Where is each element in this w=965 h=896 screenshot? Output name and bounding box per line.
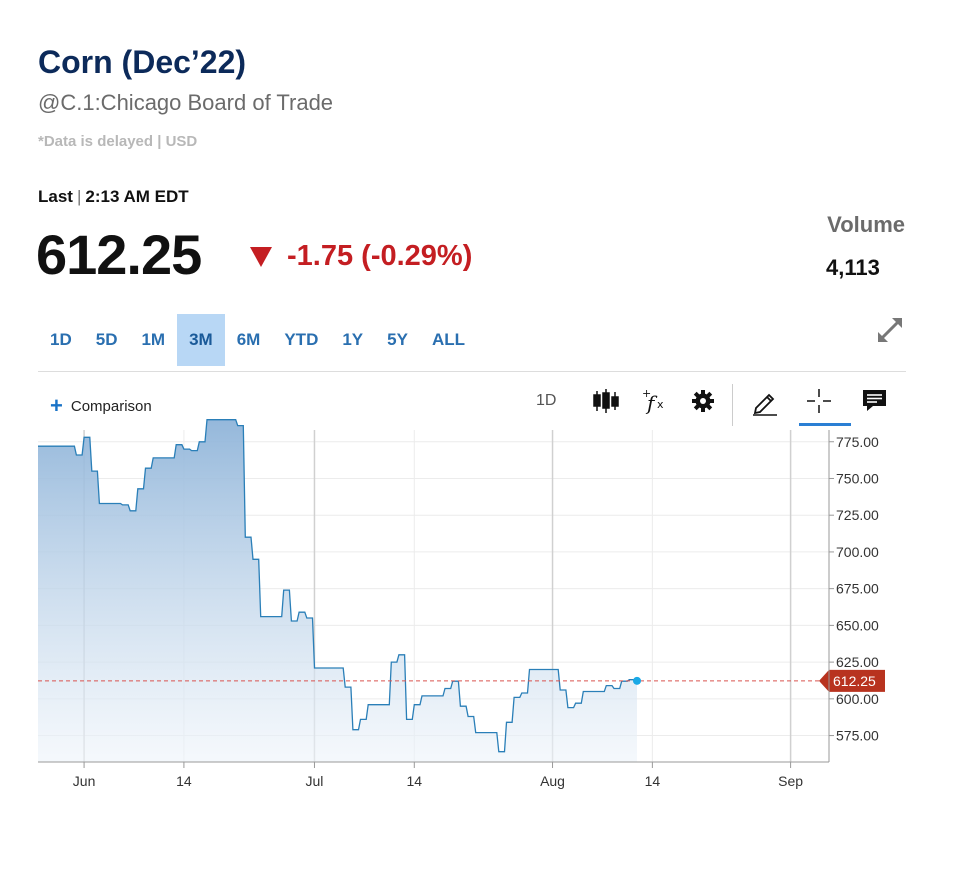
y-tick-label: 650.00 — [836, 617, 879, 633]
range-5d[interactable]: 5D — [95, 330, 118, 349]
range-1y[interactable]: 1Y — [342, 330, 364, 349]
range-3m[interactable]: 3M — [177, 314, 225, 366]
plus-icon: + — [50, 393, 63, 418]
last-value-marker — [633, 676, 642, 685]
interval-button[interactable]: 1D — [536, 392, 557, 409]
comparison-button[interactable]: + Comparison — [50, 393, 152, 418]
y-tick-label: 575.00 — [836, 728, 879, 744]
last-price: 612.25 — [36, 223, 202, 286]
last-label: Last — [38, 187, 73, 206]
price-change-value: -1.75 (-0.29%) — [287, 240, 473, 272]
x-tick-label: 14 — [645, 773, 661, 789]
y-tick-label: 725.00 — [836, 507, 879, 523]
range-6m[interactable]: 6M — [236, 330, 261, 349]
toolbar-separator — [732, 384, 733, 426]
page-title: Corn (Dec’22) — [38, 44, 247, 80]
y-tick-label: 775.00 — [836, 434, 879, 450]
settings-icon[interactable] — [688, 386, 718, 416]
comparison-label: Comparison — [70, 397, 152, 415]
x-tick-label: Jun — [73, 773, 96, 789]
last-time: 2:13 AM EDT — [85, 187, 189, 206]
x-tick-label: Aug — [540, 773, 565, 789]
range-1m[interactable]: 1M — [141, 330, 166, 349]
last-value-label: 612.25 — [833, 673, 876, 689]
function-icon[interactable]: + f x — [638, 386, 668, 416]
toolbar-divider — [38, 371, 906, 372]
svg-text:+: + — [642, 387, 651, 400]
svg-text:x: x — [657, 398, 664, 411]
separator: | — [76, 187, 82, 206]
price-area — [38, 419, 637, 762]
price-line — [38, 419, 638, 753]
range-ytd[interactable]: YTD — [284, 330, 319, 349]
x-tick-label: 14 — [407, 773, 423, 789]
y-tick-label: 600.00 — [836, 691, 879, 707]
last-trade-info: Last | 2:13 AM EDT — [38, 187, 189, 207]
y-tick-label: 750.00 — [836, 470, 879, 486]
active-tool-indicator — [799, 423, 851, 426]
expand-icon[interactable] — [872, 312, 908, 348]
volume-label: Volume — [827, 212, 905, 237]
x-tick-label: Jul — [306, 773, 324, 789]
range-selector: 1D 5D 1M 3M 6M YTD 1Y 5Y ALL — [38, 314, 477, 366]
candlestick-icon[interactable] — [591, 386, 621, 416]
price-change: -1.75 (-0.29%) — [250, 240, 472, 273]
range-1d[interactable]: 1D — [50, 330, 72, 349]
delay-note: *Data is delayed | USD — [38, 133, 198, 150]
last-value-badge — [819, 669, 885, 692]
comment-icon[interactable] — [860, 386, 890, 416]
down-arrow-icon — [250, 246, 272, 267]
y-tick-label: 625.00 — [836, 654, 879, 670]
range-5y[interactable]: 5Y — [387, 330, 408, 349]
crosshair-icon[interactable] — [804, 386, 834, 416]
pencil-icon[interactable] — [750, 386, 780, 416]
x-tick-label: Sep — [778, 773, 803, 789]
range-all[interactable]: ALL — [431, 330, 465, 349]
y-tick-label: 700.00 — [836, 544, 879, 560]
exchange-subtitle: @C.1:Chicago Board of Trade — [38, 90, 334, 115]
y-tick-label: 675.00 — [836, 581, 879, 597]
x-tick-label: 14 — [176, 773, 192, 789]
volume-value: 4,113 — [826, 255, 880, 280]
